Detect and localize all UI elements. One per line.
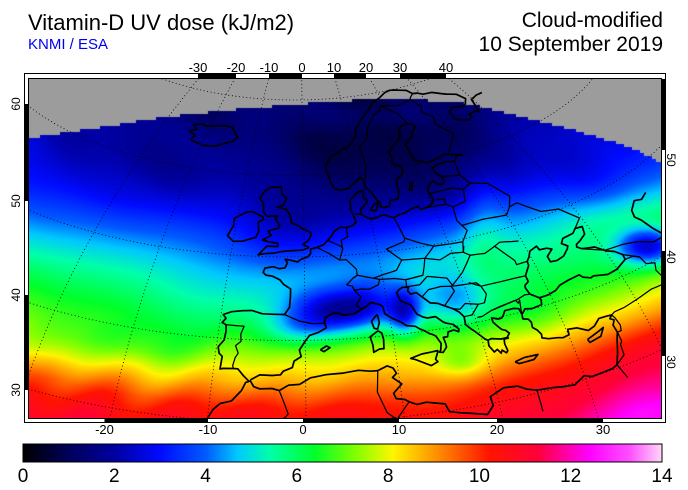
svg-text:-10: -10	[260, 60, 279, 75]
svg-text:10: 10	[327, 60, 341, 75]
svg-text:10: 10	[469, 466, 490, 487]
svg-text:4: 4	[200, 466, 211, 487]
svg-text:40: 40	[664, 250, 678, 264]
svg-text:12: 12	[560, 466, 581, 487]
svg-text:0: 0	[18, 466, 29, 487]
svg-text:-10: -10	[199, 422, 218, 437]
svg-text:20: 20	[359, 60, 373, 75]
svg-text:6: 6	[292, 466, 303, 487]
svg-text:8: 8	[383, 466, 394, 487]
svg-text:14: 14	[651, 466, 673, 487]
svg-text:30: 30	[9, 383, 23, 397]
svg-text:50: 50	[9, 194, 23, 208]
svg-text:Vitamin-D UV dose (kJ/m2): Vitamin-D UV dose (kJ/m2)	[28, 10, 294, 35]
svg-text:0: 0	[299, 422, 306, 437]
svg-text:60: 60	[9, 97, 23, 111]
svg-text:30: 30	[393, 60, 407, 75]
svg-text:50: 50	[664, 153, 678, 167]
svg-text:KNMI / ESA: KNMI / ESA	[28, 36, 108, 53]
svg-text:30: 30	[664, 355, 678, 369]
svg-text:10 September 2019: 10 September 2019	[479, 33, 663, 56]
svg-text:2: 2	[109, 466, 120, 487]
svg-text:10: 10	[392, 422, 406, 437]
svg-text:30: 30	[596, 422, 610, 437]
svg-text:20: 20	[490, 422, 504, 437]
svg-text:-20: -20	[227, 60, 246, 75]
svg-text:0: 0	[298, 60, 305, 75]
svg-text:40: 40	[439, 60, 453, 75]
svg-text:-30: -30	[189, 60, 208, 75]
svg-text:40: 40	[9, 288, 23, 302]
svg-text:-20: -20	[95, 422, 114, 437]
svg-text:Cloud-modified: Cloud-modified	[522, 9, 663, 32]
